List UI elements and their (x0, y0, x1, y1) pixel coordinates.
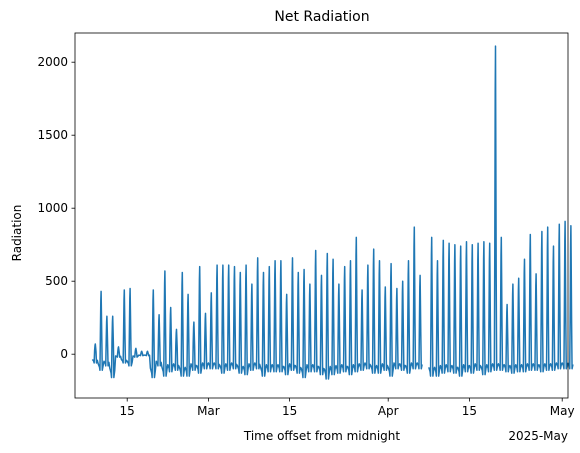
chart-title: Net Radiation (274, 9, 369, 25)
y-axis: 0 500 1000 1500 2000 (37, 55, 75, 361)
plot-frame (74, 32, 569, 399)
series-line-segment (91, 226, 423, 380)
x-tick-label: 15 (120, 404, 135, 418)
y-tick-label: 2000 (37, 55, 68, 69)
x-tick-label: 15 (462, 404, 477, 418)
y-axis-label: Radiation (10, 205, 24, 262)
x-axis: 15 Mar 15 Apr 15 May (120, 398, 575, 418)
y-tick-label: 500 (45, 274, 68, 288)
plot-border (74, 32, 569, 399)
x-tick-label: May (550, 404, 575, 418)
x-tick-label: Mar (197, 404, 220, 418)
x-tick-label: 15 (282, 404, 297, 418)
x-axis-offset-label: 2025-May (508, 429, 568, 443)
y-tick-label: 0 (60, 347, 68, 361)
y-tick-label: 1000 (37, 201, 68, 215)
x-tick-label: Apr (378, 404, 399, 418)
series-line-segment (428, 45, 574, 377)
x-axis-label: Time offset from midnight (243, 429, 400, 443)
series-layer (91, 45, 574, 380)
y-tick-label: 1500 (37, 128, 68, 142)
